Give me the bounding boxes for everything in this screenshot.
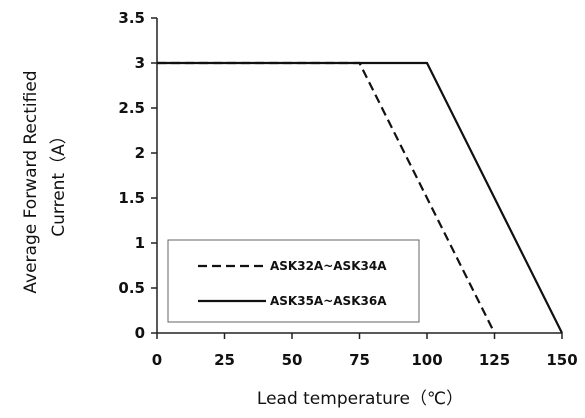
axis-ticks: 0 0.5 1 1.5 2 2.5 3 3.5 0 25 50 75 100 125 150: [118, 9, 577, 369]
y-axis-title-line-1: Current（A）: [49, 127, 69, 236]
y-tick-label: 0: [135, 324, 145, 342]
y-tick-label: 3: [135, 54, 145, 72]
y-tick-label: 2.5: [118, 99, 145, 117]
legend-label-0: ASK32A~ASK34A: [270, 259, 387, 273]
x-tick-label: 125: [479, 351, 510, 369]
y-axis-title-line-0: Average Forward Rectified: [21, 70, 41, 293]
axis-titles: Lead temperature（℃） Average Forward Recti…: [21, 70, 463, 409]
y-tick-label: 1: [135, 234, 145, 252]
x-tick-label: 150: [546, 351, 577, 369]
series-lines: [157, 61, 563, 334]
x-tick-label: 50: [282, 351, 303, 369]
legend-label-1: ASK35A~ASK36A: [270, 294, 387, 308]
x-tick-label: 75: [349, 351, 370, 369]
legend-box: [167, 239, 420, 323]
x-tick-label: 0: [152, 351, 162, 369]
y-tick-label: 2: [135, 144, 145, 162]
series-line-1: [157, 61, 563, 334]
x-tick-label: 25: [214, 351, 235, 369]
y-tick-label: 3.5: [118, 9, 145, 27]
x-axis-title: Lead temperature（℃）: [257, 389, 463, 409]
x-tick-label: 100: [411, 351, 442, 369]
y-tick-label: 1.5: [118, 189, 145, 207]
y-tick-label: 0.5: [118, 279, 145, 297]
legend: ASK32A~ASK34A ASK35A~ASK36A: [167, 239, 420, 323]
